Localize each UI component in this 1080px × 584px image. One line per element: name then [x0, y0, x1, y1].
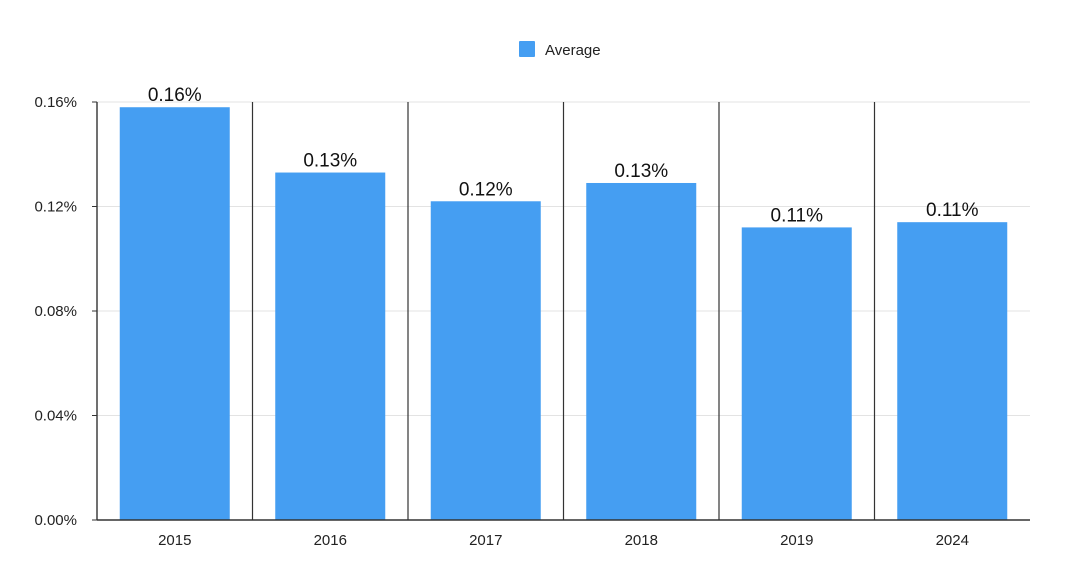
x-tick-label-2016: 2016: [314, 532, 347, 549]
bars: [119, 107, 1008, 521]
x-tick-label-2024: 2024: [936, 532, 969, 549]
x-tick-label-2018: 2018: [625, 532, 658, 549]
data-label-2019: 0.11%: [771, 205, 824, 226]
y-tick-label: 0.08%: [34, 303, 77, 320]
bar-2024: [897, 222, 1008, 521]
data-label-2016: 0.13%: [303, 151, 357, 172]
bar-2018: [586, 182, 697, 521]
bar-2015: [119, 107, 230, 520]
category-separators: [251, 102, 876, 520]
y-tick-label: 0.16%: [34, 94, 77, 111]
y-tick-label: 0.12%: [34, 199, 77, 216]
x-axis-ticks: 2015 2016 2017 2018 2019 2024: [158, 532, 969, 549]
bar-2019: [741, 227, 852, 520]
legend-swatch-average: [519, 41, 535, 57]
bar-2017: [430, 201, 541, 520]
y-axis-ticks: 0.00% 0.04% 0.08% 0.12% 0.16%: [34, 94, 97, 529]
data-label-2018: 0.13%: [614, 161, 668, 182]
y-tick-label: 0.00%: [34, 512, 77, 529]
x-tick-label-2019: 2019: [780, 532, 813, 549]
legend-label-average: Average: [545, 42, 601, 59]
data-label-2024: 0.11%: [926, 200, 979, 221]
bar-2016: [275, 172, 386, 520]
data-label-2015: 0.16%: [148, 85, 202, 106]
data-label-2017: 0.12%: [459, 179, 513, 200]
data-labels: 0.16% 0.13% 0.12% 0.13% 0.11% 0.11%: [148, 85, 979, 226]
legend: Average: [519, 41, 601, 59]
y-tick-label: 0.04%: [34, 408, 77, 425]
x-tick-label-2015: 2015: [158, 532, 191, 549]
x-tick-label-2017: 2017: [469, 532, 502, 549]
